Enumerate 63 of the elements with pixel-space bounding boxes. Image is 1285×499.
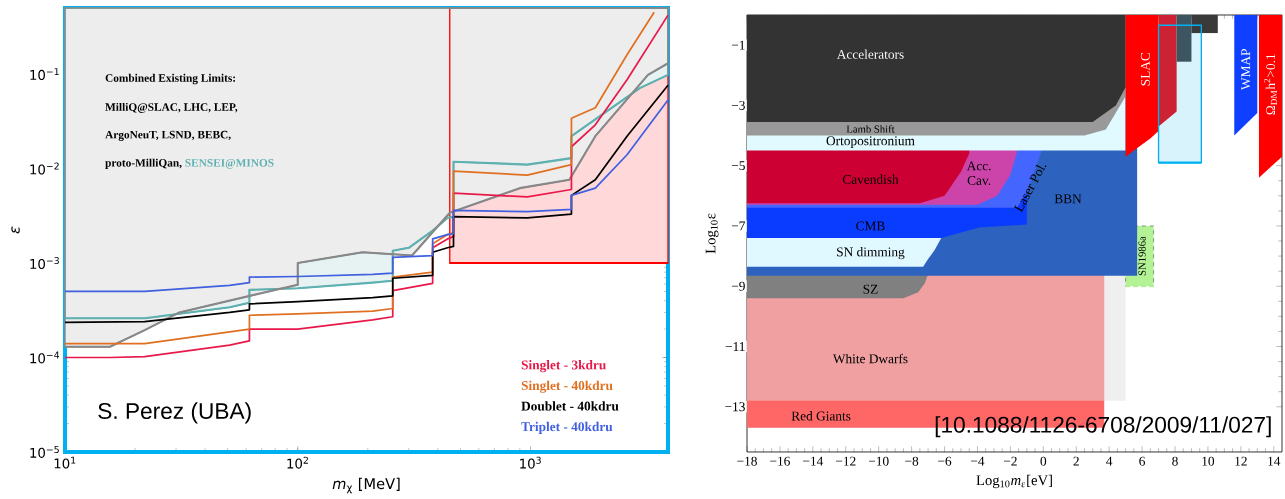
annotation: Ortopositronium: [826, 136, 915, 149]
y-tick-label: −3: [731, 100, 745, 110]
x-tick-label: −10: [868, 456, 889, 466]
x-tick-label: 4: [1106, 456, 1113, 466]
x-tick-label: 12: [1235, 456, 1247, 466]
x-tick-label: 10$^{1}$: [54, 456, 76, 469]
annotation: ArgoNeuT, LSND, BEBC,: [105, 130, 231, 141]
y-tick-label: 10$^{−4}$: [30, 351, 60, 364]
x-tick-label: 14: [1268, 456, 1281, 466]
annotation: Acc. Cav.: [966, 161, 991, 186]
y-tick-label: 10$^{−3}$: [30, 257, 59, 269]
y-tick-label: 10$^{−2}$: [30, 162, 59, 175]
x-tick-label: 6: [1139, 456, 1146, 466]
text: Singlet - 3kdru: [521, 360, 606, 373]
x-tick-label: 10: [1202, 456, 1215, 466]
x-tick-label: −16: [770, 456, 790, 466]
annotation: SLAC: [1140, 52, 1150, 86]
text: SENSEI@MINOS: [185, 159, 274, 169]
annotation: CMB: [856, 221, 885, 231]
y-tick-label: −13: [725, 402, 745, 412]
y-tick-label: −7: [731, 221, 746, 231]
text: Singlet - 40kdru: [521, 380, 613, 393]
annotation: proto-MilliQan,: [105, 158, 182, 169]
x-tick-label: −12: [836, 456, 856, 466]
y-tick-label: −5: [731, 161, 745, 171]
annotation: WMAP: [1241, 49, 1251, 90]
text: Triplet - 40kdru: [521, 421, 613, 434]
annotation: White Dwarfs: [832, 353, 908, 364]
x-tick-label: 10$^{2}$: [287, 456, 308, 469]
x-tick-label: −8: [905, 456, 919, 466]
x-axis-title: Log$_{10}$m$_{ε}$[eV]: [976, 474, 1052, 489]
y-axis-title: ε: [11, 226, 20, 234]
x-tick-label: −2: [1003, 456, 1017, 466]
x-tick-label: −18: [737, 456, 757, 466]
annotation: Ω$_{DM}$h$^{2}$>0.1: [1263, 54, 1277, 115]
annotation: BBN: [1054, 194, 1082, 204]
x-tick-label: 2: [1073, 456, 1079, 466]
x-tick-label: 0: [1040, 456, 1047, 466]
x-tick-label: 10$^{3}$: [520, 456, 541, 469]
y-tick-label: 10$^{−5}$: [30, 446, 59, 458]
x-tick-label: −6: [938, 456, 952, 466]
y-tick-label: −11: [725, 342, 745, 351]
x-tick-label: −4: [971, 456, 985, 466]
x-tick-label: 8: [1172, 456, 1178, 466]
y-tick-label: −1: [731, 40, 745, 50]
text: Doublet - 40kdru: [521, 401, 619, 411]
annotation: Combined Existing Limits:: [105, 73, 236, 85]
x-axis-title: m$_{χ}$ [MeV]: [332, 477, 400, 494]
annotation: Laser Pol.: [1013, 164, 1047, 213]
annotation: [10.1088/1126-6708/2009/11/027]: [935, 416, 1271, 438]
annotation: SN1986a: [1138, 236, 1146, 276]
annotation: Red Giants: [791, 411, 851, 421]
y-axis-title: Log$_{10}$ε: [705, 213, 719, 254]
annotation: Accelerators: [836, 49, 904, 59]
y-tick-label: 10$^{−1}$: [30, 68, 59, 80]
annotation: Cavendish: [842, 174, 899, 184]
annotation: SZ: [863, 284, 878, 294]
annotation: SN dimming: [837, 247, 905, 260]
x-tick-label: −14: [803, 456, 824, 466]
annotation: MilliQ@SLAC, LHC, LEP,: [105, 102, 238, 113]
annotation: S. Perez (UBA): [98, 402, 251, 424]
y-tick-label: −9: [731, 281, 745, 291]
annotation: Lamb Shift: [846, 125, 895, 133]
